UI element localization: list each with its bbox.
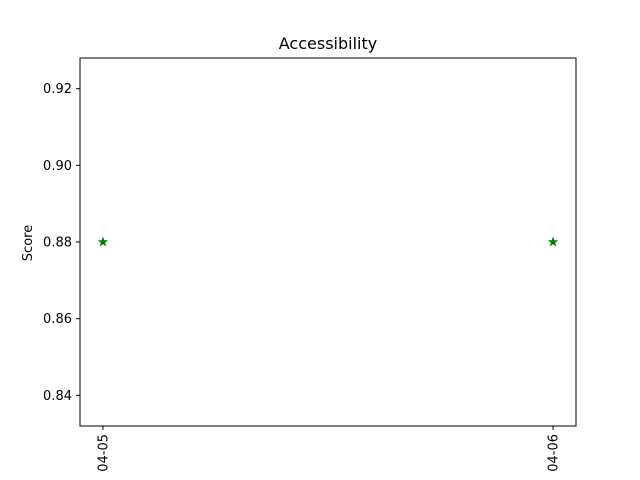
plot-frame — [79, 57, 577, 427]
y-axis-label: Score — [21, 225, 36, 261]
y-axis-ticks: 0.84 0.86 0.88 0.90 0.92 — [43, 82, 80, 404]
data-point-star — [97, 236, 109, 247]
y-tick-label: 0.88 — [43, 236, 72, 251]
x-axis-ticks: 04-05 04-06 — [97, 426, 562, 472]
data-points — [97, 236, 559, 247]
y-tick-label: 0.84 — [43, 389, 72, 404]
y-tick-label: 0.86 — [43, 312, 72, 327]
x-tick-label: 04-06 — [547, 434, 562, 472]
y-tick-label: 0.90 — [43, 159, 72, 174]
chart-title: Accessibility — [279, 34, 377, 53]
data-point-star — [547, 236, 559, 247]
x-tick-label: 04-05 — [97, 434, 112, 472]
y-tick-label: 0.92 — [43, 82, 72, 97]
